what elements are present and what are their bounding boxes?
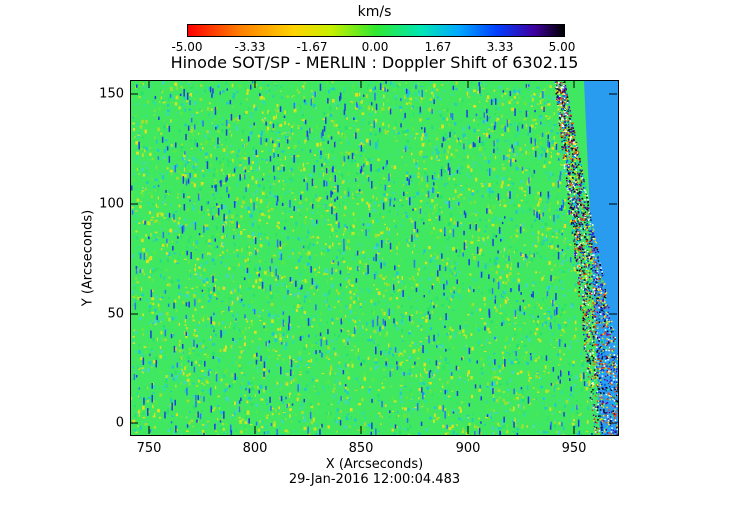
colorbar-tick: -5.00	[171, 40, 203, 54]
colorbar-tick: 3.33	[486, 40, 514, 54]
y-tick-label: 100	[99, 196, 124, 212]
colorbar-tick: 0.00	[361, 40, 389, 54]
colorbar-tick: -3.33	[234, 40, 266, 54]
colorbar-tick: -1.67	[296, 40, 328, 54]
colorbar-title: km/s	[357, 4, 392, 20]
plot-title: Hinode SOT/SP - MERLIN : Doppler Shift o…	[170, 53, 579, 72]
x-axis-label: X (Arcseconds)	[325, 457, 424, 472]
x-tick-label: 950	[561, 441, 587, 456]
x-tick-label: 800	[242, 441, 268, 456]
colorbar-tick: 1.67	[424, 40, 452, 54]
colorbar-tick: 5.00	[548, 40, 576, 54]
doppler-image	[130, 80, 619, 436]
y-tick-label: 0	[115, 415, 124, 431]
doppler-map	[131, 81, 618, 435]
x-tick-label: 850	[348, 441, 374, 456]
observation-timestamp: 29-Jan-2016 12:00:04.483	[288, 472, 461, 487]
y-tick-label: 50	[107, 306, 124, 322]
y-tick-label: 150	[99, 86, 124, 102]
colorbar	[187, 24, 565, 37]
x-tick-label: 750	[136, 441, 162, 456]
x-tick-label: 900	[455, 441, 481, 456]
y-axis-label: Y (Arcseconds)	[80, 209, 96, 307]
